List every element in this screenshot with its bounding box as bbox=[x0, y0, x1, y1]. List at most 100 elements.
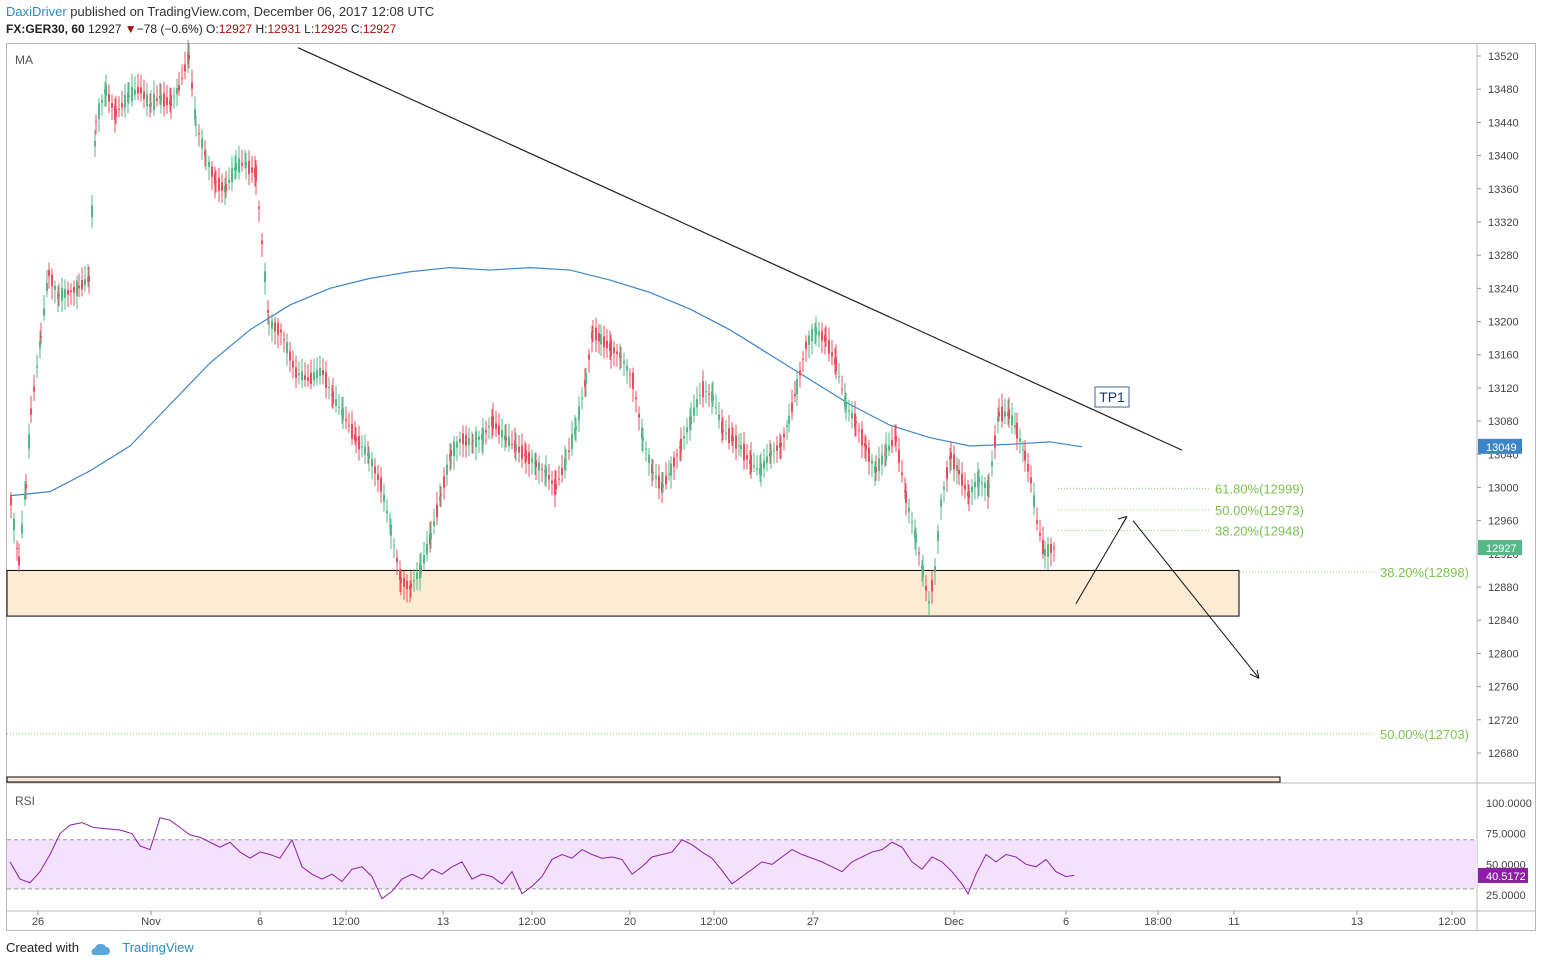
candle-body bbox=[642, 437, 644, 441]
close-value: 12927 bbox=[362, 22, 397, 36]
candle-body bbox=[498, 425, 500, 435]
y-tick-label: 13280 bbox=[1488, 250, 1519, 262]
x-tick-label: 12:00 bbox=[700, 916, 728, 928]
candle-body bbox=[592, 330, 594, 332]
candle-body bbox=[558, 478, 560, 480]
candle-body bbox=[131, 86, 133, 102]
candle-body bbox=[198, 132, 200, 135]
candle-body bbox=[943, 486, 945, 490]
fib-label: 50.00%(12703) bbox=[1380, 727, 1469, 742]
candle-body bbox=[953, 454, 955, 470]
candle-body bbox=[665, 475, 667, 485]
y-tick-label: 13200 bbox=[1488, 317, 1519, 329]
candle-body bbox=[871, 460, 873, 464]
candle-body bbox=[137, 86, 139, 94]
y-tick-label: 12880 bbox=[1488, 582, 1519, 594]
x-tick-label: Nov bbox=[141, 916, 161, 928]
candle-body bbox=[971, 486, 973, 493]
author-link[interactable]: DaxiDriver bbox=[6, 4, 67, 19]
candle-body bbox=[981, 482, 983, 484]
y-tick-label: 13160 bbox=[1488, 350, 1519, 362]
candle-body bbox=[538, 462, 540, 471]
candle-body bbox=[786, 425, 788, 427]
candle-body bbox=[462, 433, 464, 445]
ma-indicator-label: MA bbox=[15, 53, 33, 67]
candle-body bbox=[76, 280, 78, 296]
candle-body bbox=[351, 423, 353, 439]
candle-body bbox=[18, 556, 20, 566]
candle-body bbox=[178, 85, 180, 91]
candle-body bbox=[371, 459, 373, 467]
candle-body bbox=[310, 372, 312, 384]
candle-body bbox=[696, 399, 698, 408]
candle-body bbox=[488, 426, 490, 428]
y-tick-label: 13000 bbox=[1488, 482, 1519, 494]
candle-body bbox=[861, 429, 863, 446]
candle-body bbox=[482, 428, 484, 445]
y-tick-label: 12800 bbox=[1488, 648, 1519, 660]
candle-body bbox=[651, 464, 653, 474]
candle-body bbox=[780, 442, 782, 447]
candle-body bbox=[613, 347, 615, 353]
candle-body bbox=[545, 466, 547, 478]
candle-body bbox=[121, 103, 123, 108]
candle-body bbox=[626, 366, 628, 371]
candle-body bbox=[140, 87, 142, 94]
candle-body bbox=[525, 450, 527, 461]
candle-body bbox=[753, 465, 755, 467]
open-label: O: bbox=[206, 22, 219, 36]
candle-body bbox=[845, 402, 847, 410]
candle-body bbox=[799, 370, 801, 376]
candle-body bbox=[307, 377, 309, 382]
candle-body bbox=[680, 438, 682, 451]
candle-body bbox=[374, 466, 376, 474]
demand-zone bbox=[6, 569, 1240, 617]
candle-body bbox=[64, 288, 66, 298]
candle-body bbox=[1053, 547, 1055, 549]
candle-body bbox=[998, 411, 1000, 417]
candle-body bbox=[1011, 415, 1013, 426]
candle-body bbox=[1004, 411, 1006, 417]
candle-body bbox=[1047, 544, 1049, 557]
candle-body bbox=[426, 544, 428, 555]
candle-body bbox=[598, 333, 600, 342]
x-tick-label: Dec bbox=[944, 916, 964, 928]
candle-body bbox=[658, 475, 660, 489]
candle-body bbox=[118, 108, 120, 110]
candle-body bbox=[399, 569, 401, 581]
chart-frame[interactable] bbox=[6, 43, 1536, 931]
rsi-value-label: 40.5172 bbox=[1486, 871, 1526, 883]
ma-line bbox=[9, 266, 1083, 497]
candle-body bbox=[925, 586, 927, 591]
candle-body bbox=[51, 274, 53, 287]
candle-body bbox=[505, 437, 507, 441]
candle-body bbox=[690, 415, 692, 425]
candle-body bbox=[191, 82, 193, 89]
candle-body bbox=[623, 360, 625, 364]
candle-body bbox=[286, 341, 288, 354]
candle-body bbox=[348, 425, 350, 427]
candle-body bbox=[195, 123, 197, 125]
candle-body bbox=[791, 402, 793, 413]
candle-body bbox=[28, 434, 30, 449]
candle-body bbox=[620, 355, 622, 357]
x-tick-label: 13 bbox=[437, 916, 449, 928]
candle-body bbox=[1030, 477, 1032, 484]
candle-body bbox=[763, 460, 765, 469]
candle-body bbox=[987, 480, 989, 496]
candle-body bbox=[740, 445, 742, 450]
candle-body bbox=[824, 335, 826, 342]
candle-body bbox=[574, 428, 576, 435]
candle-body bbox=[632, 372, 634, 389]
candle-body bbox=[1024, 450, 1026, 461]
x-tick-label: 12:00 bbox=[332, 916, 360, 928]
rsi-value-badge bbox=[1478, 867, 1528, 883]
x-tick-label: 12:00 bbox=[1438, 916, 1466, 928]
tradingview-link[interactable]: TradingView bbox=[122, 940, 194, 955]
tradingview-cloud-icon[interactable] bbox=[89, 942, 111, 956]
candle-body bbox=[73, 286, 75, 293]
candle-body bbox=[30, 408, 32, 415]
candle-body bbox=[280, 329, 282, 333]
candle-body bbox=[194, 109, 196, 120]
